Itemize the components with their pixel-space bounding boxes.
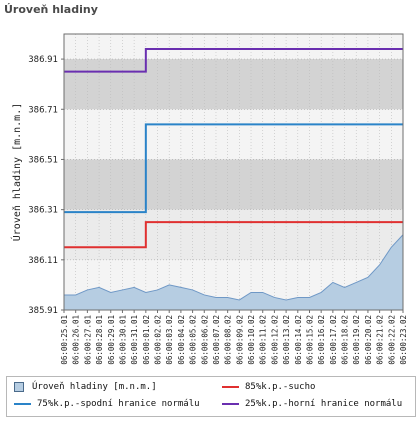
plot-border xyxy=(63,33,404,311)
x-tick-label: 06:00:11.02 xyxy=(259,315,268,365)
x-tick-label: 06:00:06.02 xyxy=(200,315,209,365)
legend-label-dry: 85%k.p.-sucho xyxy=(245,382,316,392)
legend-label-lower-normal: 75%k.p.-spodní hranice normálu xyxy=(37,399,200,409)
y-axis-label: Úroveň hladiny [m.n.m.] xyxy=(10,103,23,241)
series-line-2 xyxy=(64,123,403,214)
series-line-1 xyxy=(64,221,403,249)
x-tick-label: 06:00:02.02 xyxy=(154,315,163,365)
series-area-level xyxy=(64,234,403,310)
y-tick-label: 386.11 xyxy=(28,256,58,266)
x-tick-label: 06:00:20.02 xyxy=(364,315,373,365)
x-tick-label: 06:00:26.01 xyxy=(72,315,81,365)
band-1 xyxy=(64,159,403,210)
legend-swatch-dry xyxy=(222,386,239,388)
water-level-chart: 386.91386.71386.51386.31386.11385.9106:0… xyxy=(10,33,408,365)
x-tick-label: 06:00:30.01 xyxy=(118,315,127,365)
legend-item-upper-normal: 25%k.p.-horní hranice normálu xyxy=(222,397,402,411)
x-tick-label: 06:00:10.02 xyxy=(247,315,256,365)
legend-label-level: Úroveň hladiny [m.n.m.] xyxy=(32,382,157,392)
x-tick-label: 06:00:31.01 xyxy=(130,315,139,365)
chart-title: Úroveň hladiny xyxy=(4,3,98,16)
x-tick-label: 06:00:15.02 xyxy=(305,315,314,365)
x-tick-label: 06:00:28.01 xyxy=(95,315,104,365)
x-tick-label: 06:00:03.02 xyxy=(165,315,174,365)
x-tick-label: 06:00:04.02 xyxy=(177,315,186,365)
x-tick-label: 06:00:22.02 xyxy=(387,315,396,365)
y-tick-label: 385.91 xyxy=(28,306,58,316)
x-tick-label: 06:00:08.02 xyxy=(224,315,233,365)
x-tick-label: 06:00:13.02 xyxy=(282,315,291,365)
y-tick-label: 386.51 xyxy=(28,155,58,165)
legend-swatch-level xyxy=(14,382,24,392)
legend-label-upper-normal: 25%k.p.-horní hranice normálu xyxy=(245,399,403,409)
band-0 xyxy=(64,59,403,110)
x-tick-label: 06:00:19.02 xyxy=(352,315,361,365)
y-tick-label: 386.71 xyxy=(28,105,58,115)
x-tick-label: 06:00:23.02 xyxy=(399,315,408,365)
x-tick-label: 06:00:25.01 xyxy=(60,315,69,365)
x-tick-label: 06:00:18.02 xyxy=(341,315,350,365)
legend-item-dry: 85%k.p.-sucho xyxy=(222,380,315,394)
x-tick-label: 06:00:09.02 xyxy=(235,315,244,365)
x-tick-label: 06:00:16.02 xyxy=(317,315,326,365)
x-tick-label: 06:00:17.02 xyxy=(329,315,338,365)
legend-swatch-lower-normal xyxy=(14,403,31,405)
y-tick-label: 386.91 xyxy=(28,55,58,65)
series-line-3 xyxy=(64,48,403,73)
x-tick-label: 06:00:05.02 xyxy=(189,315,198,365)
x-tick-label: 06:00:27.01 xyxy=(83,315,92,365)
series-line-level xyxy=(64,234,404,301)
x-tick-label: 06:00:01.02 xyxy=(142,315,151,365)
x-tick-label: 06:00:29.01 xyxy=(107,315,116,365)
legend-item-lower-normal: 75%k.p.-spodní hranice normálu xyxy=(14,397,200,411)
x-tick-label: 06:00:07.02 xyxy=(212,315,221,365)
chart-legend: Úroveň hladiny [m.n.m.] 85%k.p.-sucho 75… xyxy=(6,376,416,417)
x-tick-label: 06:00:21.02 xyxy=(376,315,385,365)
y-tick-label: 386.31 xyxy=(28,206,58,216)
x-tick-label: 06:00:12.02 xyxy=(270,315,279,365)
x-tick-label: 06:00:14.02 xyxy=(294,315,303,365)
legend-item-level: Úroveň hladiny [m.n.m.] xyxy=(14,380,157,394)
legend-swatch-upper-normal xyxy=(222,403,239,405)
band-2 xyxy=(64,209,403,260)
